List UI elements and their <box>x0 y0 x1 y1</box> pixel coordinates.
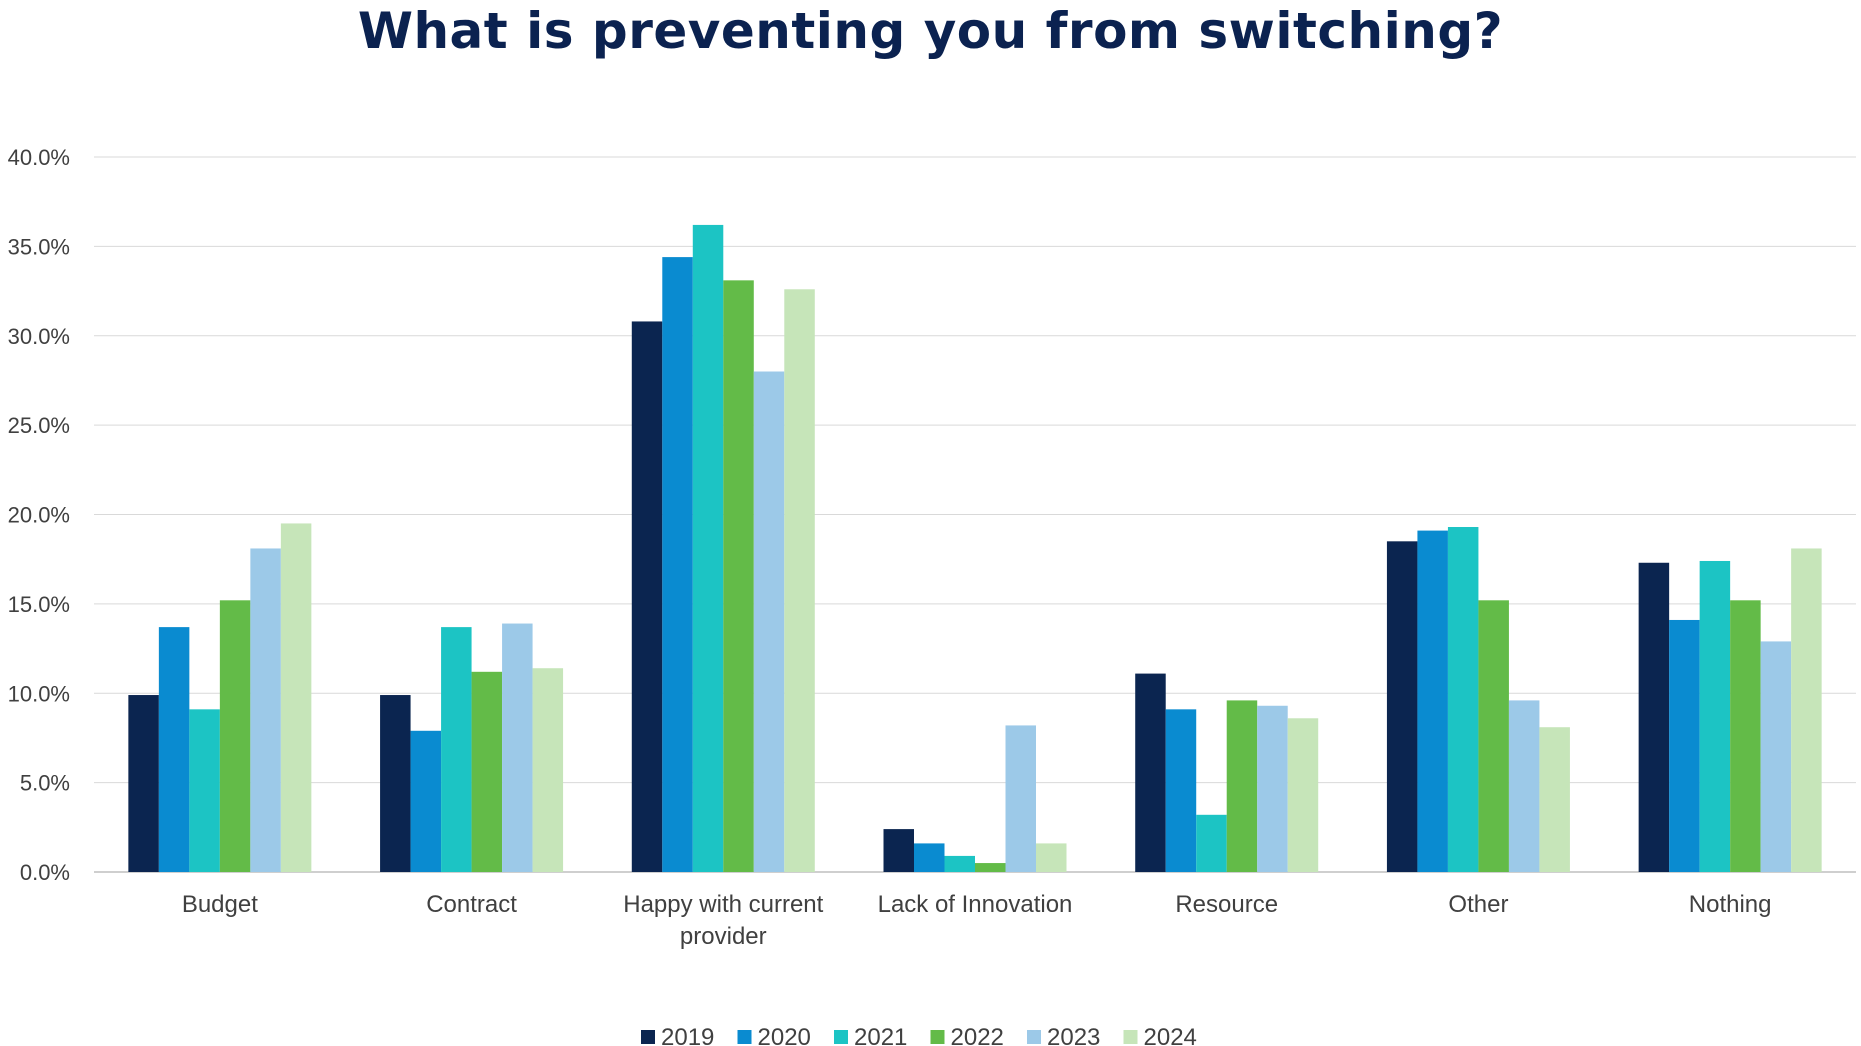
bar-2021-lack-of-innovation <box>944 855 975 872</box>
bar-2023-other <box>1508 700 1540 872</box>
bar-2019-happy-with-current-provider <box>631 321 663 872</box>
legend-label-2022: 2022 <box>951 1024 1004 1046</box>
bar-2020-budget <box>158 627 190 872</box>
bar-2024-resource <box>1287 718 1319 872</box>
y-tick-label: 30.0% <box>8 324 70 349</box>
x-category-label: Nothing <box>1689 891 1772 918</box>
legend-swatch-2021 <box>834 1030 848 1044</box>
bar-2023-happy-with-current-provider <box>753 371 785 872</box>
bar-2020-other <box>1417 530 1448 872</box>
legend-label-2020: 2020 <box>758 1024 811 1046</box>
bar-2024-budget <box>280 523 312 872</box>
bar-2019-lack-of-innovation <box>883 829 914 872</box>
bar-2024-nothing <box>1791 548 1822 872</box>
bar-2019-resource <box>1135 673 1166 872</box>
x-axis-labels: Budget Contract Happy with current provider… <box>182 891 1772 950</box>
x-category-label: Contract <box>426 891 517 918</box>
bars <box>128 224 1822 873</box>
bar-2022-nothing <box>1730 600 1761 872</box>
bar-2020-lack-of-innovation <box>914 843 945 872</box>
y-tick-label: 35.0% <box>8 234 70 259</box>
bar-2022-lack-of-innovation <box>975 863 1006 872</box>
x-category-label: Resource <box>1175 891 1278 918</box>
bar-2022-happy-with-current-provider <box>723 280 754 872</box>
legend-label-2023: 2023 <box>1047 1024 1100 1046</box>
legend-swatch-2022 <box>930 1030 945 1044</box>
y-tick-label: 40.0% <box>8 145 70 170</box>
legend-label-2019: 2019 <box>661 1024 714 1046</box>
bar-2024-other <box>1539 727 1570 872</box>
x-category-label: Happy with current provider <box>623 891 823 950</box>
bar-2023-budget <box>250 548 281 872</box>
bar-2023-nothing <box>1760 641 1792 872</box>
legend-label-2021: 2021 <box>854 1024 907 1046</box>
bar-2020-happy-with-current-provider <box>662 257 693 873</box>
legend-swatch-2023 <box>1027 1030 1041 1044</box>
x-category-label: Lack of Innovation <box>878 891 1073 918</box>
bar-2023-contract <box>502 623 533 872</box>
bar-2024-happy-with-current-provider <box>784 289 815 872</box>
bar-2022-budget <box>219 600 251 872</box>
y-tick-label: 15.0% <box>8 592 70 617</box>
legend-label-2024: 2024 <box>1144 1024 1197 1046</box>
bar-2021-other <box>1447 527 1479 872</box>
y-tick-label: 5.0% <box>20 771 70 796</box>
bar-2024-contract <box>532 668 564 872</box>
bar-2021-contract <box>441 627 472 872</box>
bar-2019-nothing <box>1638 562 1670 872</box>
bar-2020-resource <box>1165 709 1197 872</box>
bar-2023-lack-of-innovation <box>1005 725 1036 872</box>
y-axis-ticks: 0.0% 5.0% 10.0% 15.0% 20.0% 25.0% 30.0% 35.0% 40… <box>8 145 70 885</box>
chart-title: What is preventing you from switching? <box>357 2 1504 60</box>
legend-swatch-2024 <box>1123 1030 1138 1044</box>
bar-2020-contract <box>410 730 442 872</box>
x-category-label: Other <box>1448 891 1508 918</box>
bar-2022-resource <box>1226 700 1258 872</box>
bar-2024-lack-of-innovation <box>1036 843 1067 872</box>
gridlines <box>94 156 1856 873</box>
bar-2022-other <box>1478 600 1509 872</box>
legend-swatch-2019 <box>641 1030 655 1044</box>
y-tick-label: 20.0% <box>8 503 70 528</box>
bar-2019-other <box>1386 541 1418 872</box>
y-tick-label: 0.0% <box>20 860 70 885</box>
bar-2021-nothing <box>1699 560 1731 872</box>
bar-2019-contract <box>380 695 411 872</box>
legend-swatch-2020 <box>737 1030 752 1044</box>
bar-2022-contract <box>471 671 503 872</box>
x-category-label: Budget <box>182 891 258 918</box>
bar-2020-nothing <box>1669 619 1700 872</box>
bar-2021-resource <box>1196 814 1227 872</box>
legend: 2019 2020 2021 2022 2023 2024 <box>641 1024 1197 1046</box>
y-tick-label: 25.0% <box>8 413 70 438</box>
bar-2023-resource <box>1257 705 1288 872</box>
bar-2021-budget <box>189 709 220 872</box>
bar-2021-happy-with-current-provider <box>692 224 724 873</box>
y-tick-label: 10.0% <box>8 681 70 706</box>
bar-2019-budget <box>128 695 159 872</box>
